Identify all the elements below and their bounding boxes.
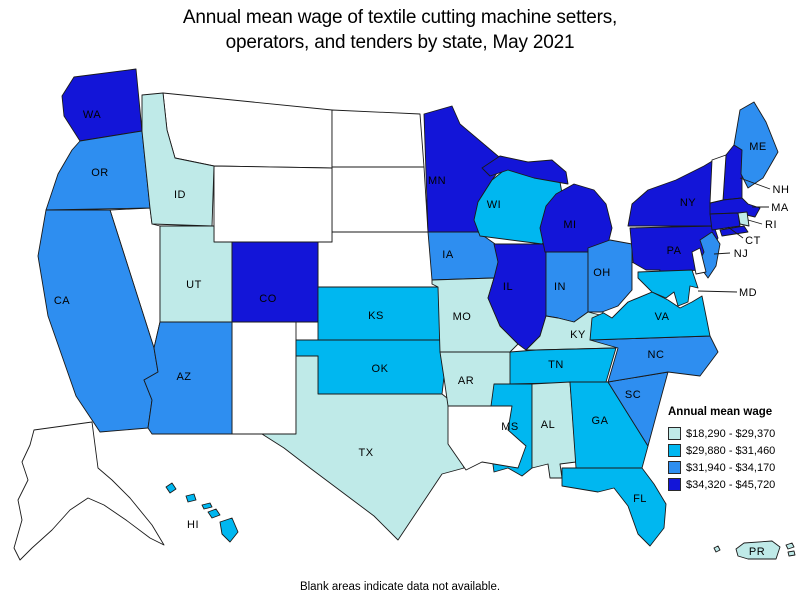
state-NC xyxy=(589,335,719,383)
state-label-tn: TN xyxy=(548,359,564,371)
state-label-hi: HI xyxy=(187,519,199,531)
state-label-tx: TX xyxy=(358,447,373,459)
title-line-1: Annual mean wage of textile cutting mach… xyxy=(182,7,618,28)
state-label-id: ID xyxy=(174,189,186,201)
state-label-ma: MA xyxy=(771,202,789,214)
state-label-fl: FL xyxy=(633,493,647,505)
state-label-ia: IA xyxy=(442,249,454,261)
callout-line-nj xyxy=(713,252,731,255)
state-WA xyxy=(61,68,143,142)
state-label-nc: NC xyxy=(648,349,665,361)
callout-line-ct xyxy=(727,226,744,239)
state-IN xyxy=(545,251,589,323)
state-GA xyxy=(569,381,649,469)
state-label-pr: PR xyxy=(749,546,765,558)
state-NM xyxy=(231,321,297,435)
state-WY xyxy=(213,165,333,243)
state-ND xyxy=(331,109,425,168)
state-label-sc: SC xyxy=(625,389,641,401)
state-AZ xyxy=(143,321,233,435)
legend-label-1: $18,290 - $29,370 xyxy=(686,427,776,440)
state-label-mi: MI xyxy=(563,219,576,231)
state-NE xyxy=(317,231,441,288)
state-label-mn: MN xyxy=(428,175,446,187)
legend-row-3: $31,940 - $34,170 xyxy=(668,461,798,474)
state-label-il: IL xyxy=(503,281,513,293)
state-label-wa: WA xyxy=(83,109,101,121)
state-RI xyxy=(737,211,750,227)
state-CO xyxy=(231,241,319,323)
state-label-va: VA xyxy=(655,311,670,323)
state-PR xyxy=(735,540,781,560)
state-label-md: MD xyxy=(739,287,757,299)
state-label-al: AL xyxy=(541,419,555,431)
footnote: Blank areas indicate data not available. xyxy=(299,581,501,593)
state-label-co: CO xyxy=(259,293,277,305)
state-FL xyxy=(561,467,667,547)
callout-line-ri xyxy=(747,219,763,225)
state-label-nh: NH xyxy=(773,184,790,196)
state-label-az: AZ xyxy=(176,371,191,383)
state-IA xyxy=(427,231,505,281)
state-label-pa: PA xyxy=(667,245,682,257)
state-label-ri: RI xyxy=(765,219,777,231)
state-label-ca: CA xyxy=(54,295,70,307)
state-label-or: OR xyxy=(91,167,109,179)
state-AK xyxy=(13,421,165,561)
state-TN xyxy=(509,347,617,385)
state-LA xyxy=(447,405,527,471)
state-TX xyxy=(261,355,465,541)
state-label-nj: NJ xyxy=(734,248,748,260)
state-HI xyxy=(165,482,239,543)
state-DE xyxy=(691,247,707,275)
state-ID xyxy=(141,92,215,227)
legend: Annual mean wage $18,290 - $29,370 $29,8… xyxy=(668,406,798,495)
state-label-ga: GA xyxy=(592,415,609,427)
page-title: Annual mean wage of textile cutting mach… xyxy=(0,5,800,55)
title-line-2: operators, and tenders by state, May 202… xyxy=(225,32,575,53)
state-NH xyxy=(722,144,743,201)
callout-line-md xyxy=(697,290,738,293)
state-label-ct: CT xyxy=(745,235,761,247)
legend-title: Annual mean wage xyxy=(668,406,773,418)
state-label-ny: NY xyxy=(680,197,696,209)
legend-row-1: $18,290 - $29,370 xyxy=(668,427,798,440)
state-label-in: IN xyxy=(554,281,566,293)
legend-label-2: $29,880 - $31,460 xyxy=(686,444,776,457)
state-label-oh: OH xyxy=(593,267,611,279)
state-label-mo: MO xyxy=(453,311,472,323)
state-MT xyxy=(162,92,333,169)
legend-row-2: $29,880 - $31,460 xyxy=(668,444,798,457)
state-label-ks: KS xyxy=(368,310,384,322)
state-CT xyxy=(709,212,741,231)
state-label-me: ME xyxy=(749,141,767,153)
state-SD xyxy=(331,166,429,233)
state-label-ms: MS xyxy=(501,421,519,433)
callout-line-nh xyxy=(739,177,771,190)
legend-swatch-2 xyxy=(668,444,681,457)
state-label-ok: OK xyxy=(372,363,389,375)
legend-swatch-4 xyxy=(668,478,681,491)
legend-label-4: $34,320 - $45,720 xyxy=(686,478,776,491)
legend-row-4: $34,320 - $45,720 xyxy=(668,478,798,491)
state-VT xyxy=(709,154,727,204)
state-label-ar: AR xyxy=(458,375,474,387)
state-MD xyxy=(637,269,699,307)
state-ME xyxy=(733,101,779,189)
state-label-ky: KY xyxy=(570,329,586,341)
legend-swatch-1 xyxy=(668,427,681,440)
state-label-wi: WI xyxy=(487,199,501,211)
legend-swatch-3 xyxy=(668,461,681,474)
state-label-ut: UT xyxy=(186,279,202,291)
pr-islets xyxy=(713,542,796,557)
legend-label-3: $31,940 - $34,170 xyxy=(686,461,776,474)
